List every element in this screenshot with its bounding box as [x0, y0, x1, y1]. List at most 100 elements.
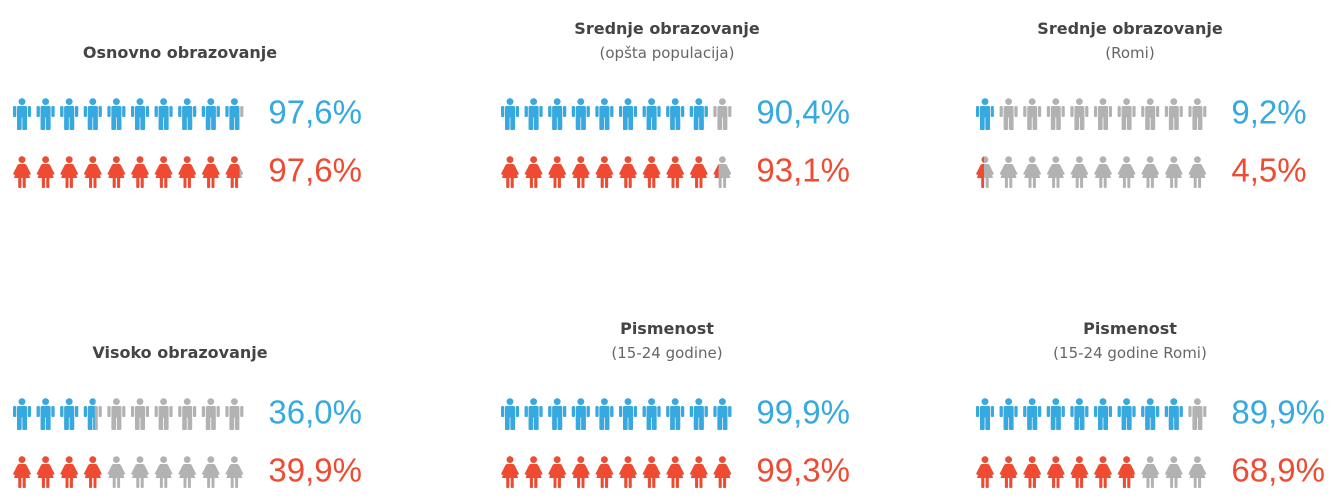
filled-icon [619, 156, 637, 188]
empty-icon [201, 398, 220, 430]
filled-icon [201, 98, 220, 130]
filled-icon [595, 398, 614, 430]
panel: Pismenost (15-24 godine) 99,9% 99,3% [501, 319, 850, 489]
empty-icon [154, 456, 173, 488]
filled-icon [689, 156, 708, 188]
empty-icon [131, 398, 149, 430]
empty-icon [201, 456, 220, 488]
filled-icon [524, 398, 543, 430]
filled-icon [13, 456, 31, 488]
filled-icon [60, 456, 79, 488]
empty-icon [1164, 98, 1183, 130]
filled-icon [1070, 456, 1089, 488]
empty-icon [107, 456, 126, 488]
filled-icon [1094, 398, 1112, 430]
filled-icon [666, 156, 685, 188]
filled-icon [60, 156, 79, 188]
filled-icon [13, 98, 31, 130]
filled-icon [548, 398, 567, 430]
panel-title: Osnovno obrazovanje [83, 43, 277, 62]
filled-icon [713, 398, 732, 430]
filled-icon [1164, 398, 1183, 430]
filled-icon [619, 456, 637, 488]
filled-icon [83, 98, 102, 130]
panel: Pismenost (15-24 godine Romi) 89,9% 68,9% [976, 319, 1325, 489]
empty-icon [1164, 156, 1183, 188]
value-label: 97,6% [268, 152, 362, 189]
panel-subtitle: (opšta populacija) [600, 44, 735, 62]
filled-icon [548, 456, 567, 488]
filled-icon [999, 456, 1018, 488]
panel-subtitle: (Romi) [1105, 44, 1154, 62]
panel: Srednje obrazovanje (Romi) 9,2% 4,5% [976, 19, 1307, 189]
filled-icon [1046, 456, 1065, 488]
filled-icon [107, 98, 126, 130]
empty-icon [225, 398, 244, 430]
empty-icon [154, 398, 173, 430]
empty-icon [1164, 456, 1183, 488]
empty-icon [1117, 156, 1136, 188]
empty-icon [225, 456, 244, 488]
panel-subtitle: (15-24 godine) [611, 344, 722, 362]
value-label: 9,2% [1231, 94, 1306, 131]
empty-icon [999, 98, 1018, 130]
panel-title: Visoko obrazovanje [92, 343, 267, 362]
filled-icon [642, 98, 661, 130]
value-label: 4,5% [1231, 152, 1306, 189]
filled-icon [131, 98, 149, 130]
filled-icons [13, 98, 240, 130]
filled-icon [976, 456, 994, 488]
empty-icon [131, 456, 149, 488]
filled-icon [642, 398, 661, 430]
filled-icon [713, 456, 731, 488]
value-label: 68,9% [1231, 452, 1325, 489]
empty-icon [178, 456, 197, 488]
empty-icon [1023, 156, 1042, 188]
filled-icon [571, 156, 590, 188]
empty-icon [1094, 156, 1112, 188]
empty-icon [178, 398, 197, 430]
value-label: 99,9% [756, 394, 850, 431]
filled-icon [201, 156, 220, 188]
panel: Osnovno obrazovanje 97,6% 97,6% [13, 43, 362, 189]
filled-icon [13, 398, 31, 430]
filled-icon [666, 456, 685, 488]
panel-subtitle: (15-24 godine Romi) [1053, 344, 1207, 362]
filled-icon [83, 456, 102, 488]
filled-icon [524, 156, 543, 188]
filled-icon [60, 98, 79, 130]
empty-icon [1141, 98, 1160, 130]
filled-icon [178, 156, 197, 188]
empty-icon [1046, 98, 1065, 130]
filled-icon [689, 98, 708, 130]
filled-icon [1117, 398, 1136, 430]
filled-icons [976, 398, 1183, 430]
empty-icon [1070, 98, 1089, 130]
filled-icon [131, 156, 149, 188]
panel-title: Pismenost [1083, 319, 1177, 338]
filled-icon [524, 456, 543, 488]
filled-icon [595, 156, 614, 188]
filled-icon [548, 156, 567, 188]
panel: Visoko obrazovanje 36,0% 39,9% [13, 343, 362, 489]
value-label: 99,3% [756, 452, 850, 489]
filled-icon [1046, 398, 1065, 430]
filled-icon [666, 98, 685, 130]
filled-icon [36, 456, 55, 488]
filled-icon [1070, 398, 1089, 430]
empty-icon [1046, 156, 1065, 188]
filled-icon [501, 398, 519, 430]
filled-icon [501, 98, 519, 130]
value-label: 36,0% [268, 394, 362, 431]
filled-icon [571, 456, 590, 488]
empty-icon [1070, 156, 1089, 188]
filled-icon [1023, 398, 1042, 430]
panel-title: Srednje obrazovanje [574, 19, 760, 38]
filled-icon [60, 398, 79, 430]
empty-icon [1188, 456, 1207, 488]
value-label: 90,4% [756, 94, 850, 131]
filled-icon [178, 98, 197, 130]
filled-icons [501, 156, 719, 188]
filled-icon [619, 98, 637, 130]
filled-icon [666, 398, 685, 430]
